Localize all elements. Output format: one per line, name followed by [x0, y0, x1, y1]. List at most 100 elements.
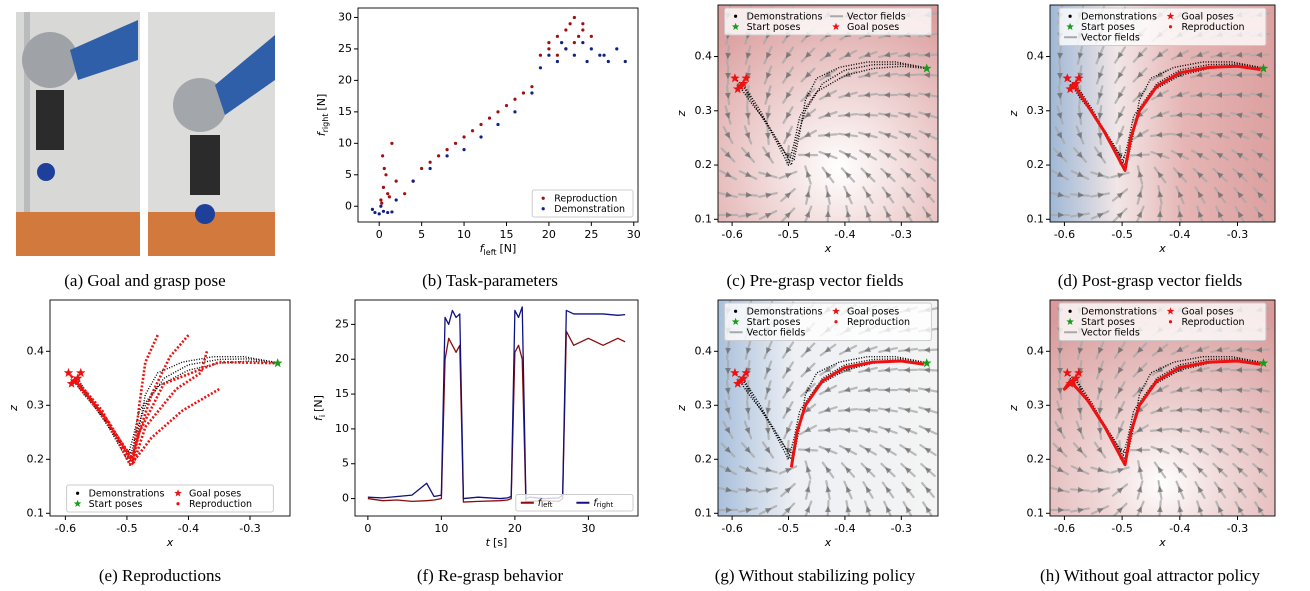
caption: (d) Post-grasp vector fields	[1058, 271, 1243, 290]
streamline-arrow	[1076, 466, 1084, 472]
plot-area	[370, 15, 627, 216]
legend-label: Reproduction	[1182, 21, 1245, 32]
scatter-point	[513, 97, 517, 101]
scatter-point	[390, 141, 394, 145]
streamline-arrow	[824, 386, 832, 392]
pose-star	[1071, 78, 1081, 88]
streamline-arrow	[1076, 427, 1083, 434]
pose-star	[741, 367, 751, 377]
axes-frame	[354, 299, 639, 517]
x-axis-label-unit: [s]	[493, 536, 507, 549]
streamline-arrow	[844, 366, 851, 373]
scatter-point	[428, 160, 432, 164]
streamline-arrow	[745, 347, 752, 354]
legend-marker	[76, 491, 80, 495]
streamline-arrow	[924, 447, 932, 454]
legend-name: Reproduction	[554, 193, 617, 204]
streamline-arrow	[1117, 132, 1124, 139]
legend-box	[724, 302, 932, 341]
scatter-point	[479, 135, 483, 139]
streamline-arrow	[925, 211, 932, 219]
streamline-arrow	[1176, 448, 1184, 454]
y-tick-label: 0.4	[1027, 50, 1045, 63]
y-tick-label: 0.2	[695, 158, 713, 171]
streamline-arrow	[864, 91, 871, 98]
scatter-point	[555, 53, 559, 57]
legend-label: fright	[593, 497, 613, 509]
x-axis-label: x	[824, 242, 832, 255]
y-tick-label: 0.2	[27, 452, 45, 465]
streamline-arrow	[1097, 112, 1104, 119]
scatter-point	[394, 179, 398, 183]
streamline-arrow	[1156, 111, 1163, 118]
legend-marker	[734, 14, 738, 18]
legend-label: Start poses	[89, 498, 143, 509]
streamline-arrow	[824, 506, 831, 513]
streamline-arrow	[1137, 51, 1144, 58]
x-tick-label: 5	[418, 228, 425, 241]
streamline-arrow	[1056, 426, 1062, 434]
legend-label: Vector fields	[1081, 327, 1140, 338]
axes-frame	[717, 299, 939, 517]
y-axis-label: z	[675, 110, 688, 117]
streamline-arrow	[805, 71, 812, 78]
photo-robot-arm	[215, 35, 275, 115]
streamline-arrow	[1196, 366, 1203, 373]
legend-marker	[73, 499, 82, 507]
x-tick-label: -0.4	[1169, 522, 1190, 535]
streamline-arrow	[885, 467, 892, 474]
streamline-arrow	[1137, 71, 1144, 78]
pose-star	[735, 81, 746, 91]
pose-star	[738, 78, 749, 88]
streamline-arrow	[804, 131, 812, 137]
legend-name: Reproduction	[847, 316, 910, 327]
pose-star	[921, 63, 932, 73]
streamline-arrow	[904, 152, 912, 159]
streamline-arrow	[1137, 466, 1144, 473]
streamline-arrow	[886, 506, 892, 514]
y-tick-label: 5	[342, 457, 349, 470]
streamline-arrow	[1236, 346, 1243, 353]
streamline-arrow	[845, 211, 852, 218]
streamline-arrow	[1196, 427, 1203, 434]
y-axis-label: z	[7, 405, 20, 412]
pose-star	[1068, 81, 1078, 91]
streamline-arrow	[904, 387, 911, 394]
streamline-arrow	[744, 446, 751, 453]
scatter-point	[623, 59, 627, 64]
legend-label: Vector fields	[1081, 32, 1140, 43]
y-tick-label: 0.2	[695, 452, 713, 465]
streamline-arrow	[786, 426, 792, 434]
streamline-arrow	[1236, 407, 1243, 414]
x-tick-label: -0.6	[721, 228, 742, 241]
streamline-arrow	[864, 427, 871, 434]
streamline-arrow	[865, 191, 872, 199]
streamline-arrow	[1156, 211, 1163, 218]
x-tick-label: 15	[499, 228, 513, 241]
streamline-arrow	[765, 92, 772, 99]
streamline-arrow	[844, 51, 852, 57]
scatter-point	[589, 34, 593, 38]
streamline-arrow	[1256, 112, 1263, 119]
x-tick-label: 30	[627, 228, 641, 241]
streamline-arrow	[766, 346, 772, 354]
streamline-arrow	[765, 72, 772, 79]
streamline-arrow	[1196, 71, 1203, 78]
legend-name: Vector fields	[847, 11, 906, 22]
streamline-arrow	[1096, 508, 1104, 514]
streamline-arrow	[824, 111, 831, 118]
streamline-arrow	[1117, 366, 1124, 374]
legend-label: Reproduction	[1182, 316, 1245, 327]
streamline-arrow	[1156, 447, 1163, 454]
streamline-arrow	[844, 132, 851, 139]
streamline-arrow	[1076, 171, 1084, 177]
legend-label: Reproduction	[554, 193, 617, 204]
streamline-arrow	[864, 366, 871, 373]
streamline-arrow	[786, 406, 792, 414]
streamline-arrow	[885, 191, 892, 199]
streamline-arrow	[764, 508, 772, 514]
pose-star	[735, 376, 746, 386]
streamline-arrow	[1256, 51, 1263, 58]
streamline-arrow	[1196, 132, 1203, 139]
